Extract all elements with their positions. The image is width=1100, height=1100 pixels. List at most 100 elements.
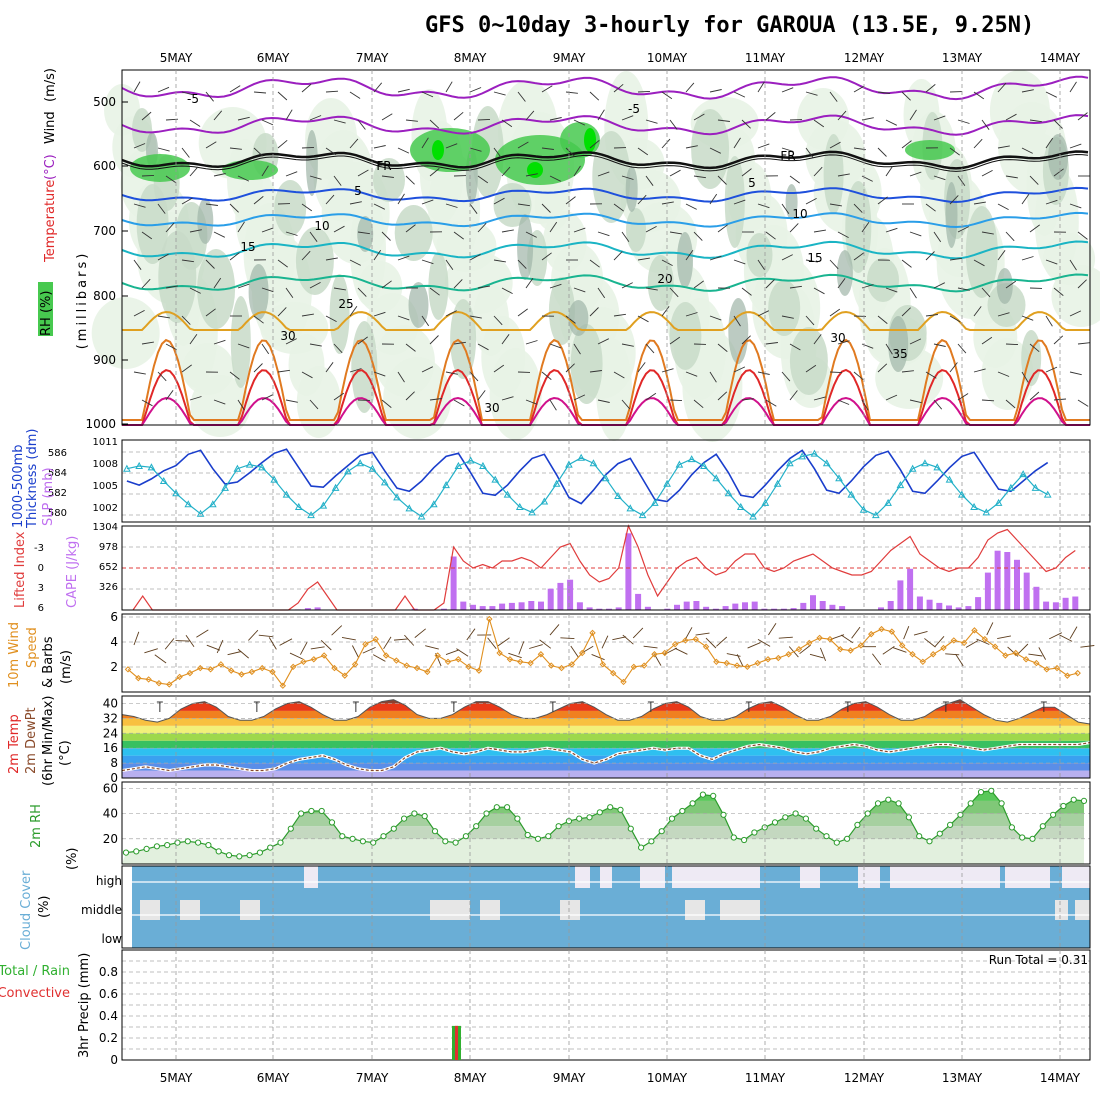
wind-barb xyxy=(805,364,817,373)
upper-air-panel: -5 -5 FR FR 5 5 10 10 15 15 20 25 30 30 35 30 500 600 700 8… xyxy=(38,68,1100,442)
cape-bar xyxy=(897,580,904,610)
contour-label: 15 xyxy=(240,240,255,254)
ylabel-speed: Speed xyxy=(25,627,40,668)
wind-speed-point xyxy=(382,652,390,659)
wind-barb xyxy=(165,285,178,289)
contour-label: 25 xyxy=(338,297,353,311)
wind-speed-point xyxy=(837,646,844,653)
slp-line-point xyxy=(540,497,549,505)
wind-barb xyxy=(981,231,994,235)
cape-bar xyxy=(1004,552,1011,610)
rh-shade-dark xyxy=(305,130,318,196)
wind-10m-barb xyxy=(372,654,386,662)
temp-frame xyxy=(121,695,1091,779)
wind-barb xyxy=(925,314,938,317)
rh-shade-mid xyxy=(136,184,169,264)
cape-bar xyxy=(703,606,710,610)
rh-point xyxy=(524,831,531,839)
wind-barb xyxy=(501,119,513,128)
wind-barb xyxy=(1069,259,1077,271)
wind-10m-barb xyxy=(903,626,910,640)
temp-band xyxy=(122,703,1090,711)
wind-barb xyxy=(277,307,287,317)
wind-10m-barb xyxy=(445,649,460,655)
wind-10m-barb xyxy=(300,642,308,655)
wind-speed-line xyxy=(127,618,1078,687)
isotherm-25 xyxy=(122,310,1090,331)
wind-barb xyxy=(525,231,537,238)
wind-10m-barb xyxy=(539,639,552,649)
wind-barb xyxy=(805,147,814,158)
wind-barb xyxy=(685,312,698,317)
rh-point xyxy=(741,836,748,844)
wind-barb xyxy=(469,254,481,261)
wind-barb xyxy=(205,91,214,102)
wind-speed-point xyxy=(207,666,214,673)
slp-line-point xyxy=(429,500,438,508)
wind-barb xyxy=(453,279,463,289)
cloud-mid-gap xyxy=(685,900,705,920)
slp-line-point xyxy=(933,463,942,471)
wind-barb xyxy=(757,143,770,149)
wind-speed-point xyxy=(372,635,379,643)
rh-legend-label: RH (%) xyxy=(39,291,54,336)
cape-tick-label: 978 xyxy=(99,542,118,553)
rh-green-area xyxy=(905,140,955,160)
wind-barb xyxy=(909,399,922,404)
wind-speed-point xyxy=(754,659,761,667)
wind-barb xyxy=(309,282,321,289)
slp-line-point xyxy=(208,500,217,508)
wind-barb xyxy=(789,343,801,351)
wind-10m-barb xyxy=(643,645,658,649)
rh-shade xyxy=(1051,265,1100,327)
wind-10m-barb xyxy=(747,642,761,649)
contour-label: 30 xyxy=(830,331,845,345)
wind-barb xyxy=(733,91,746,98)
wind-barb xyxy=(829,141,841,149)
wind-barb xyxy=(573,165,581,177)
cape-bar xyxy=(625,533,632,610)
rh-point xyxy=(823,833,830,840)
rh-point xyxy=(401,815,408,822)
cape-bar xyxy=(528,601,535,610)
temp-tick-label: 16 xyxy=(103,741,118,755)
rh-shade-dark xyxy=(888,316,909,372)
wind-barb xyxy=(973,368,986,373)
cape-bar xyxy=(916,596,923,610)
rh-shade-dark xyxy=(568,300,589,336)
wind-10m-barb xyxy=(164,638,175,650)
rh-point xyxy=(689,800,696,807)
wind-barb xyxy=(469,371,479,382)
wind-barb xyxy=(637,315,649,323)
wind-barb xyxy=(829,259,839,270)
wind-barb xyxy=(421,366,433,373)
wind-barb xyxy=(669,231,682,235)
rh-shade-mid xyxy=(724,156,745,248)
wind-barb xyxy=(597,399,610,403)
slp-line-point xyxy=(565,460,573,468)
isotherm-freezing-outline xyxy=(121,153,1089,172)
slp-line-point xyxy=(810,449,819,457)
wind-barb xyxy=(541,252,552,261)
cape-bar xyxy=(450,556,457,610)
cloud-high-gap xyxy=(575,866,590,888)
cape-bar xyxy=(557,582,564,610)
wind-speed-point xyxy=(940,644,947,652)
cape-bar xyxy=(615,607,622,610)
contour-label: -5 xyxy=(628,102,640,116)
wind-10m-barb xyxy=(425,645,439,650)
wind-barb xyxy=(733,366,746,373)
date-label-bottom: 11MAY xyxy=(745,1071,786,1085)
cape-bar xyxy=(586,607,593,610)
wind-barb xyxy=(997,82,1007,93)
thickness-slp-panel: 586 584 582 580 1011 1008 1005 1002 1000-500mb Th… xyxy=(11,429,1091,529)
rh-point xyxy=(339,833,346,840)
slp-line-point xyxy=(822,459,831,467)
thickness-tick-label: 580 xyxy=(48,508,67,519)
rh-point xyxy=(864,810,871,817)
wind-barb xyxy=(349,368,362,373)
rh-point xyxy=(720,811,727,818)
contour-label: 5 xyxy=(748,176,756,190)
wind-speed-point xyxy=(568,661,576,668)
cloud-high-gap xyxy=(600,866,612,888)
